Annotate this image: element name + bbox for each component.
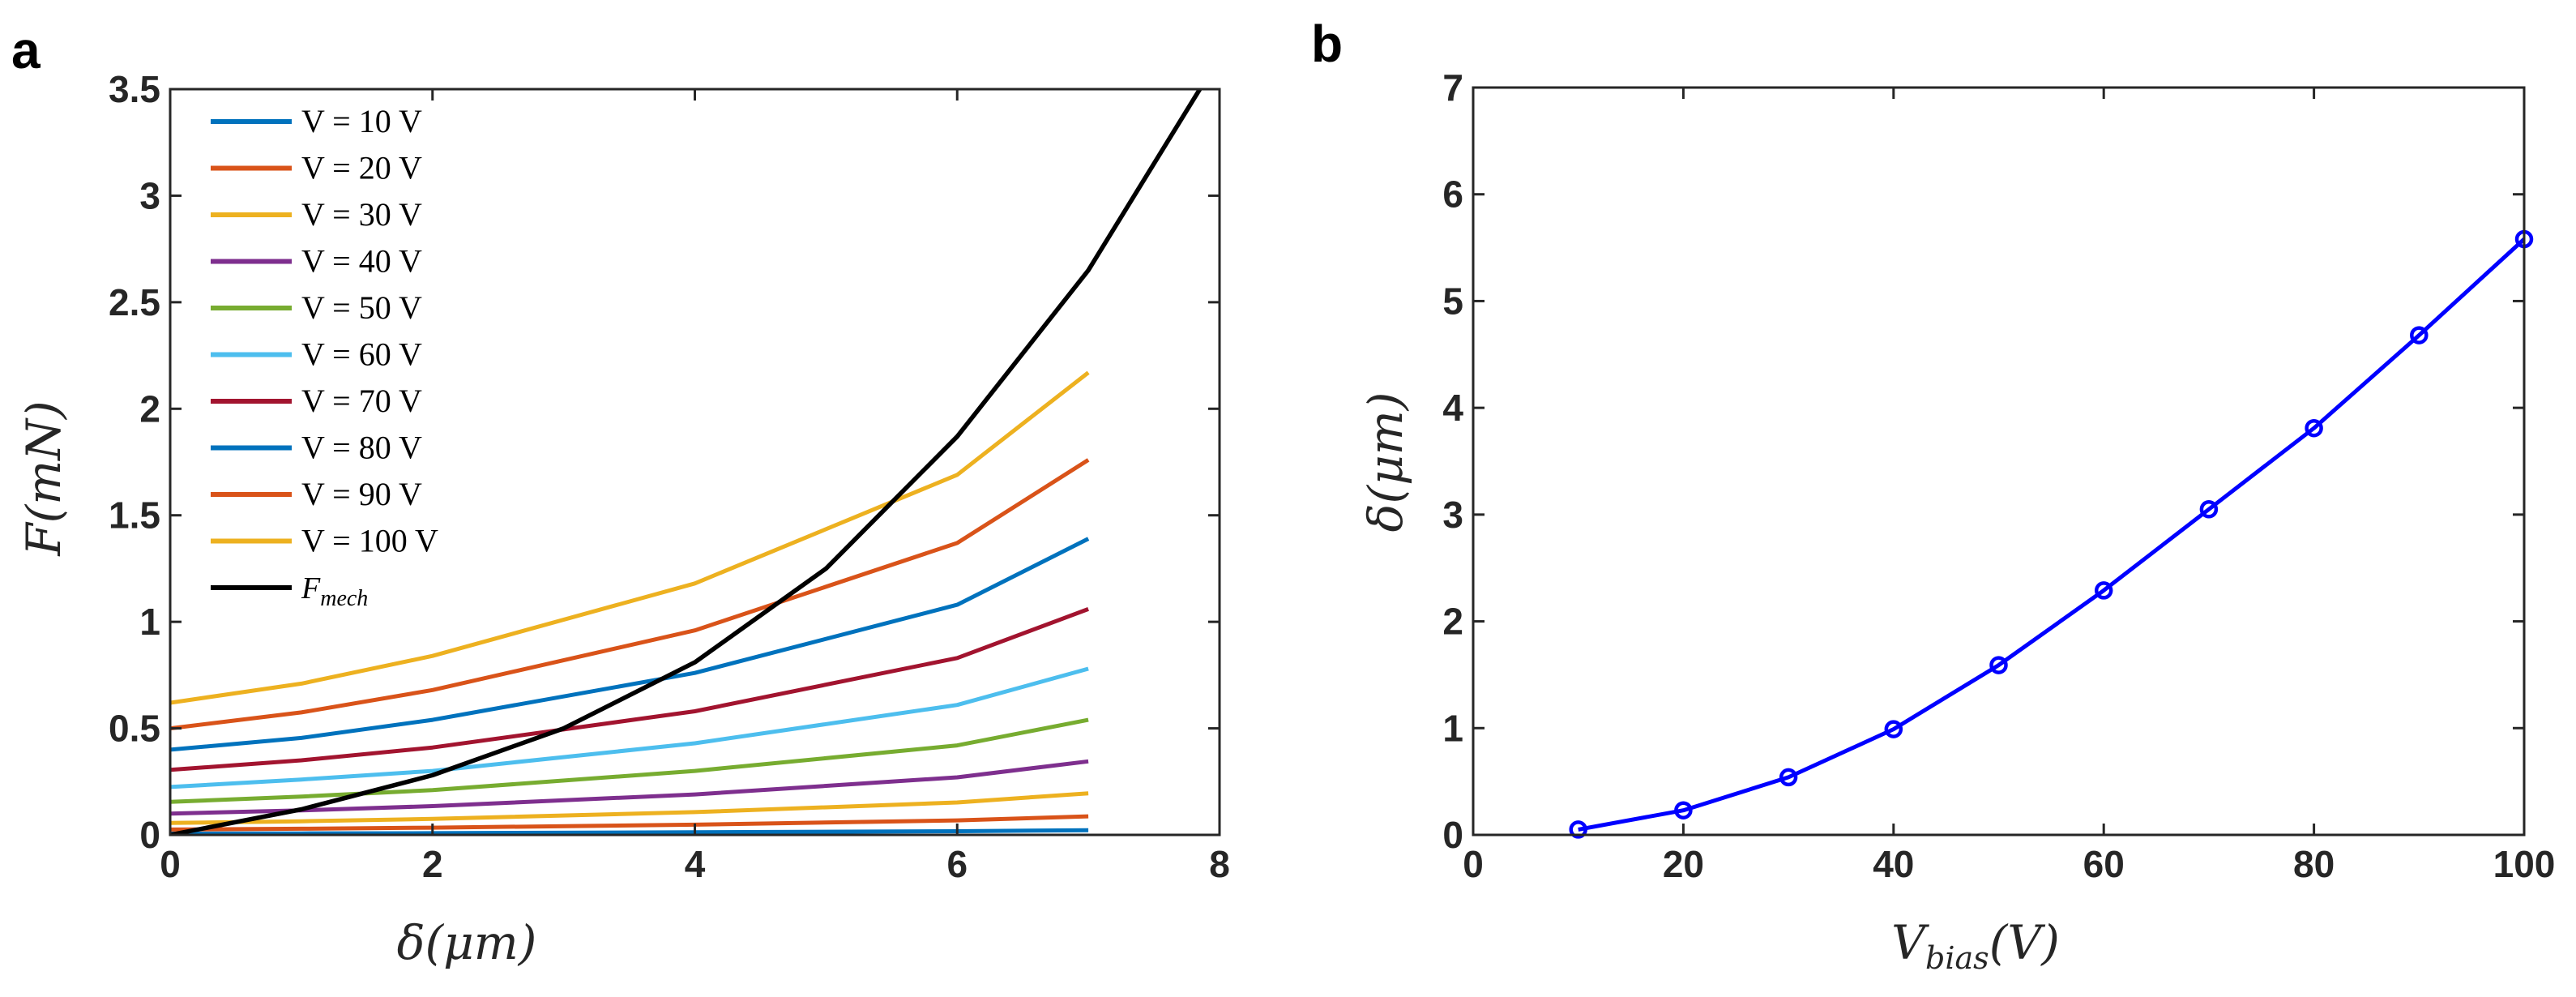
legend-label-v10: V = 10 V [301, 103, 422, 139]
panel-b-data-point [1989, 656, 2008, 674]
legend-label-v50: V = 50 V [301, 289, 422, 326]
legend-label-v100: V = 100 V [301, 523, 438, 559]
series-line-f-mech [170, 89, 1203, 835]
panel-b-x-axis-label: Vbias(V) [1891, 915, 2060, 976]
legend-label-v80: V = 80 V [301, 430, 422, 466]
panel-b-data-point [1884, 720, 1903, 738]
panel-b-series-line [1578, 237, 2526, 832]
panel-a-y-tick-label: 0.5 [109, 708, 160, 750]
panel-b-data-point [1779, 768, 1798, 787]
series-line-v40 [170, 759, 1089, 816]
legend-label-v40: V = 40 V [301, 243, 422, 280]
panel-b-axes [1472, 86, 2526, 837]
panel-b-x-tick-label: 60 [2083, 843, 2125, 885]
panel-b-x-tick-label: 80 [2293, 843, 2335, 885]
panel-b-x-tick-label: 20 [1663, 843, 1704, 885]
panel-a-x-tick-label: 6 [946, 843, 968, 885]
panel-a-y-tick-label: 0 [139, 814, 160, 856]
panel-a-plot-area [170, 89, 1203, 835]
panel-b-y-tick-label: 2 [1442, 601, 1463, 643]
panel-a-x-tick-label: 4 [685, 843, 706, 885]
panel-b-data-point [1569, 820, 1587, 839]
legend-label-f-mech: Fmech [301, 571, 368, 611]
panel-a-y-tick-label: 2.5 [109, 281, 160, 323]
panel-a-y-tick-label: 1.5 [109, 494, 160, 537]
panel-a-x-axis-label: δ(μm) [397, 915, 537, 970]
panel-b-y-tick-label: 6 [1442, 173, 1463, 216]
panel-a: a 0 2 4 6 8 0 0.5 1 1.5 2 2.5 3 3.5 V = 10 V V = 20 V… [11, 21, 1230, 970]
panel-a-y-axis-label: F(mN) [16, 400, 71, 556]
panel-b-data-point [2305, 418, 2323, 438]
legend-label-v70: V = 70 V [301, 383, 422, 419]
series-line-v60 [170, 666, 1089, 789]
panel-b-y-tick-label: 1 [1442, 707, 1463, 749]
panel-a-axes [169, 88, 1221, 837]
series-line-v20 [170, 814, 1089, 832]
legend-label-v20: V = 20 V [301, 150, 422, 186]
legend-label-v60: V = 60 V [301, 336, 422, 373]
panel-a-y-tick-label: 2 [139, 387, 160, 430]
panel-b-y-tick-label: 3 [1442, 494, 1463, 536]
panel-b: b 0 20 40 60 80 100 0 1 2 3 4 5 6 7 Vbias(V) δ(μm) [1311, 15, 2555, 976]
panel-b-y-tick-label: 0 [1442, 814, 1463, 856]
series-line-v50 [170, 717, 1089, 804]
panel-a-x-tick-label: 2 [422, 843, 443, 885]
panel-b-label: b [1311, 15, 1343, 73]
panel-b-x-tick-label: 0 [1463, 843, 1484, 885]
panel-a-lines [170, 89, 1203, 835]
legend-label-v30: V = 30 V [301, 196, 422, 233]
series-line-v30 [170, 791, 1089, 825]
panel-b-data-point [1674, 801, 1693, 819]
panel-a-legend: V = 10 V V = 20 V V = 30 V V = 40 V V = 50 V… [211, 103, 438, 611]
panel-b-x-tick-label: 100 [2493, 843, 2556, 885]
panel-a-label: a [11, 21, 41, 79]
panel-b-data-point [2094, 581, 2113, 600]
panel-b-data-point [2199, 500, 2219, 519]
panel-b-tick-labels: 0 20 40 60 80 100 0 1 2 3 4 5 6 7 [1442, 66, 2555, 885]
panel-a-x-tick-label: 0 [160, 843, 181, 885]
panel-b-y-axis-label: δ(μm) [1358, 392, 1413, 533]
panel-a-x-tick-label: 8 [1209, 843, 1230, 885]
series-line-v90 [170, 458, 1090, 731]
panel-b-y-tick-label: 5 [1442, 280, 1463, 322]
panel-a-y-tick-label: 1 [139, 601, 160, 643]
panel-b-y-tick-label: 7 [1442, 66, 1463, 109]
series-line-v10 [170, 828, 1089, 835]
panel-b-plot-area [1569, 229, 2534, 839]
series-line-v80 [170, 537, 1090, 752]
panel-a-y-tick-label: 3 [139, 174, 160, 216]
panel-b-axes-box [1472, 86, 2526, 837]
panel-a-y-tick-label: 3.5 [109, 68, 160, 110]
panel-b-x-tick-label: 40 [1873, 843, 1914, 885]
legend-label-v90: V = 90 V [301, 476, 422, 512]
series-line-v100 [170, 370, 1090, 705]
panel-b-data-point [2410, 326, 2429, 344]
panel-b-y-tick-label: 4 [1442, 387, 1463, 429]
panel-a-tick-labels: 0 2 4 6 8 0 0.5 1 1.5 2 2.5 3 3.5 [109, 68, 1230, 885]
